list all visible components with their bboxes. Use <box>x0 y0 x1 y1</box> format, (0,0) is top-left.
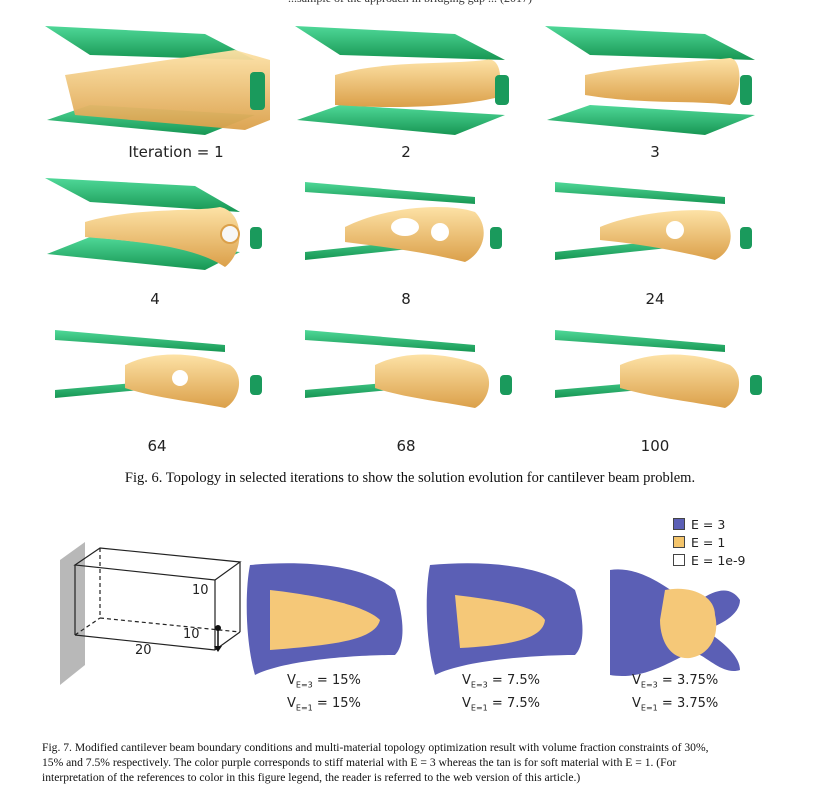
legend-item-e1e-9: E = 1e-9 <box>673 551 745 569</box>
fixed-wall <box>60 542 85 685</box>
volume-result-1: VE=3 = 15% VE=1 = 15% <box>287 673 361 713</box>
render-iteration-64 <box>55 330 262 408</box>
legend-item-e3: E = 3 <box>673 515 745 533</box>
render-volume-15 <box>246 563 403 675</box>
render-volume-7-5 <box>426 563 583 675</box>
render-iteration-8 <box>305 182 502 262</box>
volume-result-3: VE=3 = 3.75% VE=1 = 3.75% <box>632 673 719 713</box>
render-iteration-3 <box>545 26 755 135</box>
iteration-label-1: Iteration = 1 <box>128 143 224 161</box>
dimension-length: 20 <box>135 643 152 658</box>
iteration-label-68: 68 <box>396 437 416 455</box>
dimension-depth: 10 <box>183 627 200 642</box>
render-iteration-1 <box>45 26 270 135</box>
volume-result-2: VE=3 = 7.5% VE=1 = 7.5% <box>462 673 540 713</box>
legend-swatch-purple <box>673 518 685 530</box>
render-iteration-2 <box>295 26 509 135</box>
iteration-label-3: 3 <box>650 143 660 161</box>
render-iteration-24 <box>555 182 752 260</box>
legend: E = 3 E = 1 E = 1e-9 <box>673 515 745 569</box>
dimension-height: 10 <box>192 583 209 598</box>
iteration-label-8: 8 <box>401 290 411 308</box>
iteration-label-64: 64 <box>147 437 167 455</box>
domain-box <box>73 547 242 651</box>
iteration-label-2: 2 <box>401 143 411 161</box>
figure-7-renders <box>60 542 740 685</box>
legend-item-e1: E = 1 <box>673 533 745 551</box>
render-iteration-4 <box>45 178 262 270</box>
render-volume-3-75 <box>610 569 740 676</box>
render-iteration-100 <box>555 330 762 408</box>
figure-7-caption: Fig. 7. Modified cantilever beam boundar… <box>42 741 709 784</box>
page-header: ...sample of the approach in bridging ga… <box>0 0 820 6</box>
figure-6-caption: Fig. 6. Topology in selected iterations … <box>124 470 696 486</box>
legend-swatch-tan <box>673 536 685 548</box>
render-iteration-68 <box>305 330 512 408</box>
iteration-label-4: 4 <box>150 290 160 308</box>
iteration-label-100: 100 <box>640 437 670 455</box>
figure-6-renders <box>45 26 762 408</box>
iteration-label-24: 24 <box>645 290 665 308</box>
legend-swatch-white <box>673 554 685 566</box>
